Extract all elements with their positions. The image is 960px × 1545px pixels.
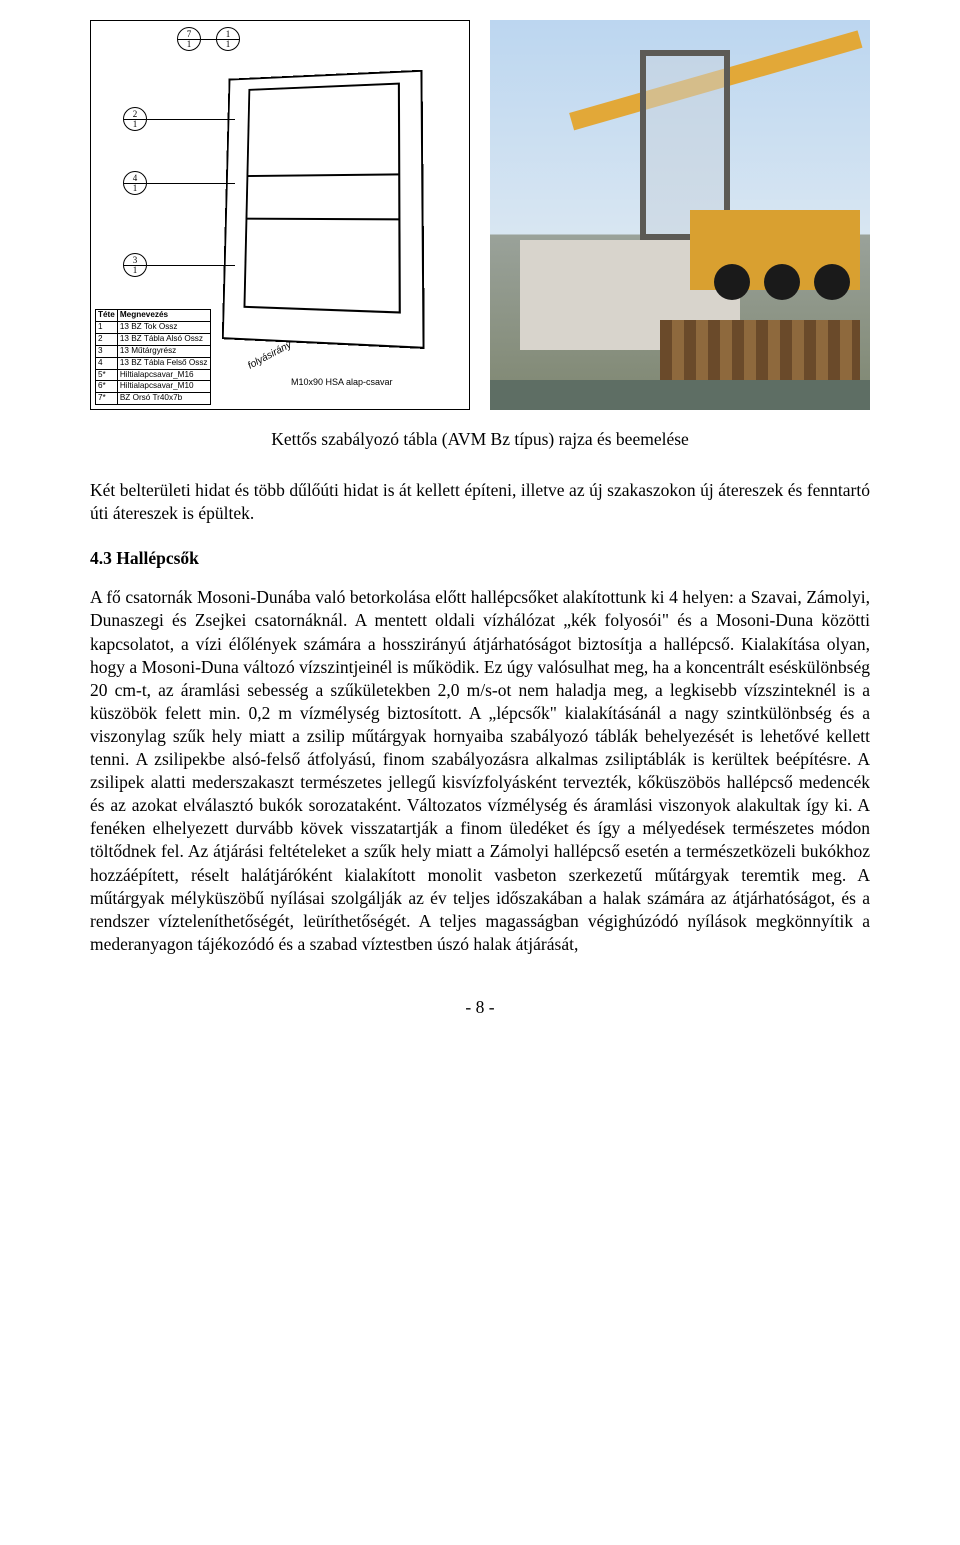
sheet-piling <box>660 320 860 380</box>
parts-cell: Hiltialapcsavar_M16 <box>117 369 210 381</box>
parts-cell: 13 BZ Tábla Alsó Ossz <box>117 334 210 346</box>
bolt-label: M10x90 HSA alap-csavar <box>291 377 393 389</box>
parts-row: 413 BZ Tábla Felső Ossz <box>96 357 211 369</box>
section-heading: 4.3 Hallépcsők <box>90 547 870 570</box>
parts-row: 5*Hiltialapcsavar_M16 <box>96 369 211 381</box>
page-number: - 8 - <box>90 996 870 1019</box>
parts-cell: 7* <box>96 393 118 405</box>
figures-row: folyásirány M10x90 HSA alap-csavar Téte … <box>90 20 870 410</box>
technical-drawing-figure: folyásirány M10x90 HSA alap-csavar Téte … <box>90 20 470 410</box>
parts-cell: 4 <box>96 357 118 369</box>
parts-cell: 6* <box>96 381 118 393</box>
paragraph-1: Két belterületi hidat és több dűlőúti hi… <box>90 479 870 525</box>
installation-photo <box>490 20 870 410</box>
gate-block <box>222 70 425 349</box>
callout-balloon: 71 <box>177 27 201 51</box>
parts-cell: 2 <box>96 334 118 346</box>
parts-row: 213 BZ Tábla Alsó Ossz <box>96 334 211 346</box>
callout-balloon: 21 <box>123 107 147 131</box>
parts-cell: 3 <box>96 345 118 357</box>
parts-table: Téte Megnevezés 113 BZ Tok Ossz213 BZ Tá… <box>95 309 211 405</box>
parts-row: 6*Hiltialapcsavar_M10 <box>96 381 211 393</box>
parts-cell: Hiltialapcsavar_M10 <box>117 381 210 393</box>
parts-cell: 13 BZ Tok Ossz <box>117 322 210 334</box>
parts-cell: BZ Orsó Tr40x7b <box>117 393 210 405</box>
parts-row: 7*BZ Orsó Tr40x7b <box>96 393 211 405</box>
gate-inner <box>243 83 400 314</box>
paragraph-2: A fő csatornák Mosoni-Dunába való betork… <box>90 586 870 956</box>
parts-th-0: Téte <box>96 310 118 322</box>
parts-cell: 13 Műtárgyrész <box>117 345 210 357</box>
flow-direction-label: folyásirány <box>246 339 294 373</box>
callout-balloon: 41 <box>123 171 147 195</box>
parts-cell: 13 BZ Tábla Felső Ossz <box>117 357 210 369</box>
callout-balloon: 31 <box>123 253 147 277</box>
parts-th-1: Megnevezés <box>117 310 210 322</box>
parts-cell: 1 <box>96 322 118 334</box>
figure-caption: Kettős szabályozó tábla (AVM Bz típus) r… <box>90 428 870 451</box>
parts-cell: 5* <box>96 369 118 381</box>
parts-row: 113 BZ Tok Ossz <box>96 322 211 334</box>
parts-row: 313 Műtárgyrész <box>96 345 211 357</box>
